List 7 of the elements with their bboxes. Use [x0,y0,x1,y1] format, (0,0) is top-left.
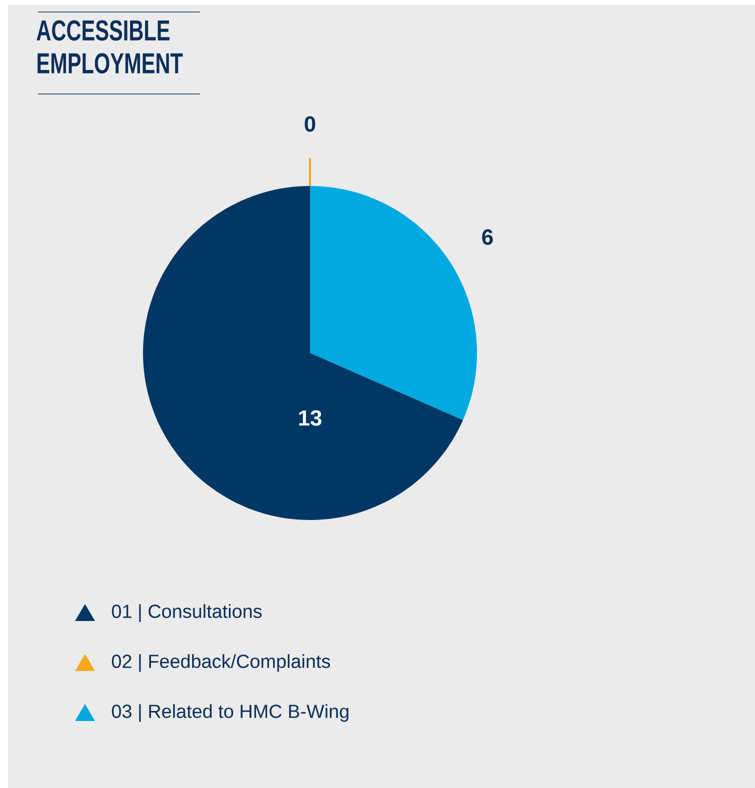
chart-title: ACCESSIBLE EMPLOYMENT [36,20,183,74]
text: 0 [304,116,316,132]
data-label: 13 [299,410,322,426]
legend-label: 03 | Related to HMC B-Wing [112,704,348,722]
legend-label: 01 | Consultations [112,604,262,622]
data-label: 6 [482,229,493,245]
legend-label: 02 | Feedback/Complaints [112,654,330,672]
